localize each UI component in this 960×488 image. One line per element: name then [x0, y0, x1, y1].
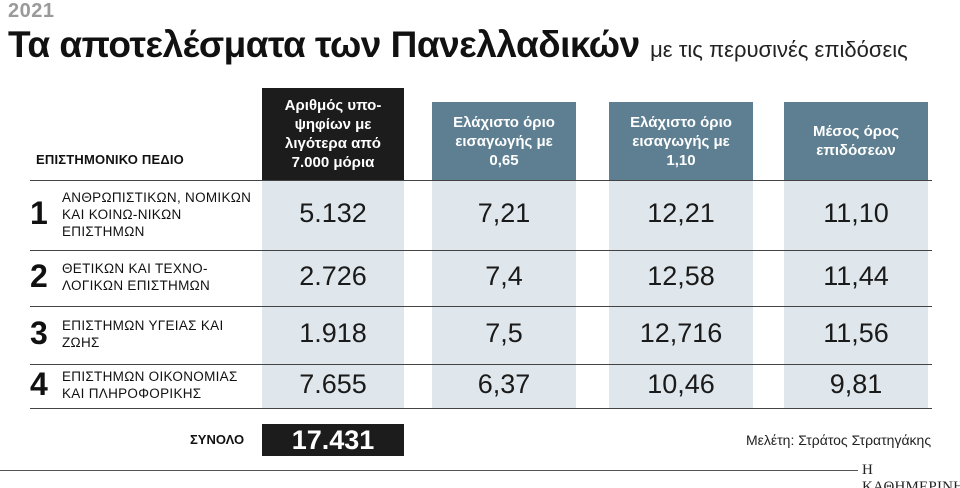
table-cell: 7,21	[477, 198, 531, 228]
row-label: ΕΠΙΣΤΗΜΩΝ ΟΙΚΟΝΟΜΙΑΣ ΚΑΙ ΠΛΗΡΟΦΟΡΙΚΗΣ	[62, 369, 238, 401]
table-cell: 7,5	[485, 318, 523, 348]
column-background	[784, 180, 928, 408]
chart-title: Τα αποτελέσματα των Πανελλαδικών	[8, 24, 640, 65]
row-label: ΘΕΤΙΚΩΝ ΚΑΙ ΤΕΧΝΟ-ΛΟΓΙΚΩΝ ΕΠΙΣΤΗΜΩΝ	[62, 261, 211, 293]
column-header: Μέσος όρος επιδόσεων	[784, 102, 928, 180]
footer-divider	[0, 470, 858, 471]
table-cell: 12,21	[647, 198, 715, 228]
total-label: ΣΥΝΟΛΟ	[190, 432, 245, 447]
row-label: ΕΠΙΣΤΗΜΩΝ ΥΓΕΙΑΣ ΚΑΙ ΖΩΗΣ	[62, 318, 224, 350]
table-cell: 11,44	[823, 261, 889, 291]
table-cell: 12,58	[647, 261, 715, 291]
row-divider	[30, 250, 932, 251]
table-cell: 10,46	[647, 369, 715, 399]
table-cell: 5.132	[299, 198, 367, 228]
table-cell: 9,81	[829, 369, 883, 399]
row-number: 4	[30, 366, 48, 402]
table-cell: 12,716	[639, 318, 723, 348]
table-cell: 1.918	[299, 318, 367, 348]
title-row: Τα αποτελέσματα των Πανελλαδικών με τις …	[8, 24, 908, 66]
table-cell: 11,56	[823, 318, 889, 348]
brand-logo: Η ΚΑΘΗΜΕΡΙΝΗ	[862, 462, 960, 488]
table-cell: 7,4	[485, 261, 523, 291]
table-cell: 2.726	[299, 261, 367, 291]
column-background	[609, 180, 753, 408]
row-label: ΑΝΘΡΩΠΙΣΤΙΚΩΝ, ΝΟΜΙΚΩΝ ΚΑΙ ΚΟΙΝΩ-ΝΙΚΩΝ Ε…	[62, 189, 252, 239]
row-divider	[30, 364, 932, 365]
row-number: 3	[30, 315, 48, 351]
table-cell: 7.655	[299, 369, 367, 399]
table-cell: 11,10	[823, 198, 889, 228]
column-header: Ελάχιστο όριο εισαγωγής με 0,65	[432, 102, 576, 180]
column-background	[432, 180, 576, 408]
column-header: Ελάχιστο όριο εισαγωγής με 1,10	[609, 102, 753, 180]
row-number: 2	[30, 258, 48, 294]
row-divider	[30, 408, 932, 409]
table-cell: 6,37	[477, 369, 531, 399]
year-label: 2021	[8, 0, 55, 22]
row-divider	[30, 180, 932, 181]
source-credit: Μελέτη: Στράτος Στρατηγάκης	[746, 432, 932, 448]
row-header-label: ΕΠΙΣΤΗΜΟΝΙΚΟ ΠΕΔΙΟ	[36, 152, 184, 167]
column-header: Αριθμός υπο-ψηφίων με λιγότερα από 7.000…	[262, 88, 404, 180]
row-number: 1	[30, 195, 48, 231]
column-background	[262, 180, 404, 408]
row-divider	[30, 306, 932, 307]
total-value: 17.431	[262, 424, 404, 456]
chart-subtitle: με τις περυσινές επιδόσεις	[650, 37, 908, 62]
